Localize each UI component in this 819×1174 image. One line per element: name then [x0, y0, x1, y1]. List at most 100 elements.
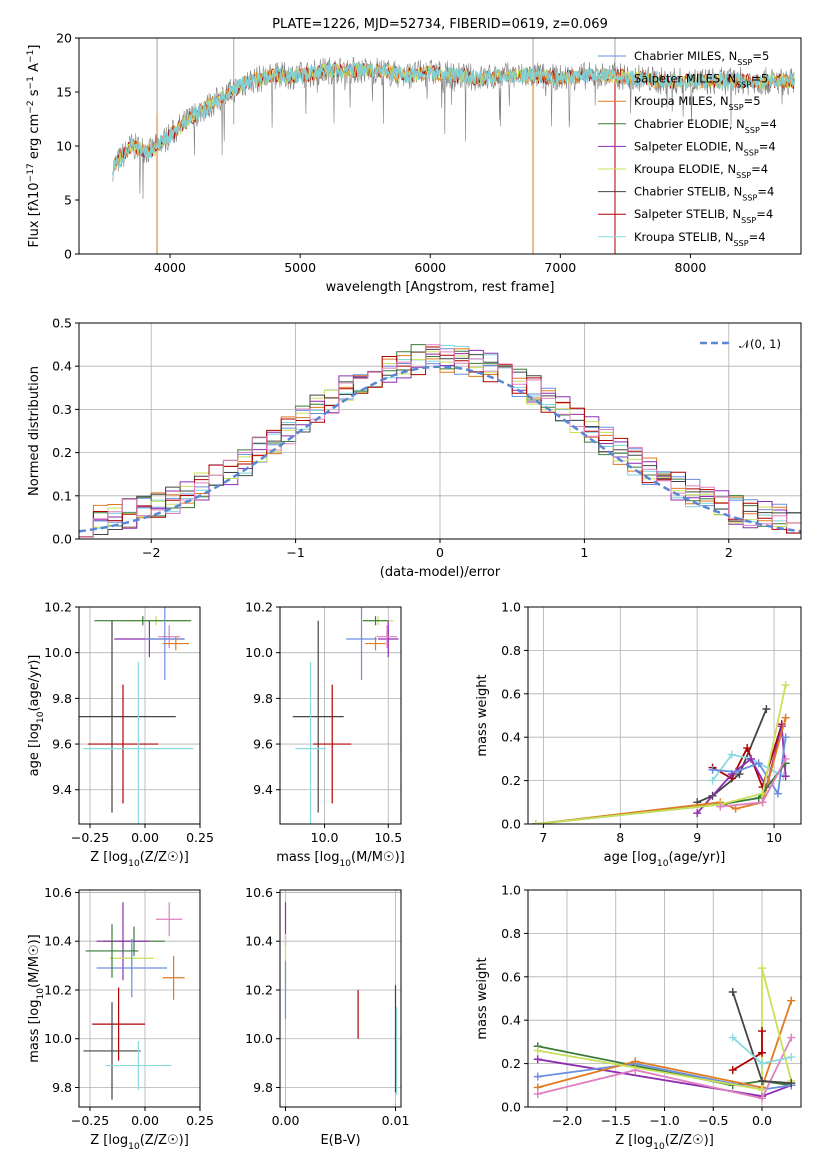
x-tick-label: −0.25 [71, 1113, 109, 1128]
plot-area [79, 344, 801, 539]
series-marker [731, 804, 740, 813]
series-marker [716, 802, 725, 811]
y-tick-label: 0.4 [52, 359, 72, 374]
x-tick-label: 0.25 [186, 830, 214, 845]
series-marker [762, 704, 771, 713]
x-axis-label: wavelength [Angstrom, rest frame] [326, 280, 555, 295]
series-chabrier_stelib [728, 987, 796, 1088]
x-tick-label: 8 [616, 830, 624, 845]
series-marker [531, 820, 540, 824]
series-line [537, 1062, 792, 1091]
x-tick-label: 0.00 [131, 830, 159, 845]
series-marker [731, 767, 740, 776]
y-tick-label: 10.0 [44, 645, 72, 660]
y-tick-label: 0 [64, 247, 72, 262]
series-marker [758, 789, 767, 798]
y-tick-label: 10.0 [245, 645, 273, 660]
data-point [292, 620, 344, 813]
legend-label: 𝒩(0, 1) [739, 337, 781, 351]
series-marker [781, 681, 790, 690]
series-marker [758, 964, 766, 973]
legend-normal: 𝒩(0, 1) [700, 337, 781, 351]
series-marker [781, 733, 790, 742]
x-tick-label: 5000 [284, 260, 316, 275]
series-marker [728, 1066, 737, 1075]
legend-label: Kroupa MILES, NSSP=5 [634, 94, 761, 112]
x-tick-label: 2 [725, 545, 733, 560]
series-marker [708, 765, 717, 774]
series-chabrier_miles [708, 733, 790, 798]
series-marker [631, 1057, 640, 1066]
x-tick-label: −2 [142, 545, 160, 560]
x-tick-label: 0.01 [382, 1113, 410, 1128]
y-axis-label: mass [log10(M/M☉)] [27, 934, 46, 1062]
series-marker [758, 1048, 766, 1057]
y-axis-label: Normed distribution [27, 366, 42, 496]
y-tick-label: 10.4 [44, 934, 72, 949]
panel-mass_vs_ebv: 0.00 0.01 9.8 10.0 10.2 10.4 10.6 E(B-V) [245, 885, 409, 1148]
axes-frame [279, 889, 402, 1108]
y-tick-label: 10.0 [245, 1031, 273, 1046]
x-axis-label: (data-model)/error [380, 565, 501, 580]
data-point [83, 1002, 141, 1100]
plot-area [83, 902, 185, 1100]
series-marker [727, 750, 736, 759]
legend-label: Chabrier STELIB, NSSP=4 [634, 185, 774, 203]
series-line [535, 684, 787, 824]
series-marker [758, 1059, 766, 1068]
x-axis-label: Z [log10(Z/Z☉)] [90, 1133, 189, 1152]
y-tick-label: 0.4 [501, 1013, 521, 1028]
plot-area [284, 902, 398, 1095]
x-axis-label: Z [log10(Z/Z☉)] [615, 1133, 714, 1152]
series-marker [693, 809, 702, 818]
series-marker [773, 789, 782, 798]
x-tick-label: 7 [539, 830, 547, 845]
y-tick-label: 0.2 [501, 1056, 521, 1071]
series-marker [533, 1089, 542, 1098]
series-marker [787, 1033, 796, 1042]
plot-area [292, 607, 399, 824]
y-tick-label: 0.3 [52, 402, 72, 417]
y-tick-label: 9.8 [52, 691, 72, 706]
data-point [158, 625, 181, 649]
data-point [162, 955, 185, 1000]
y-tick-label: 9.6 [253, 737, 273, 752]
series-marker [758, 1085, 766, 1094]
plot-area [79, 607, 194, 824]
y-tick-label: 10 [56, 139, 72, 154]
x-tick-label: 10 [766, 830, 782, 845]
series-marker [781, 772, 790, 781]
y-axis-label: mass weight [475, 674, 490, 756]
y-tick-label: 1.0 [501, 600, 521, 615]
legend-item: Kroupa MILES, NSSP=5 [598, 94, 761, 112]
data-point [145, 607, 185, 681]
legend-label: Chabrier ELODIE, NSSP=4 [634, 117, 777, 135]
y-tick-label: 15 [56, 85, 72, 100]
y-tick-label: 10.0 [44, 1031, 72, 1046]
legend-item: Salpeter ELODIE, NSSP=4 [598, 139, 776, 157]
legend-item: Salpeter STELIB, NSSP=4 [598, 207, 773, 225]
series-line [535, 717, 787, 824]
y-tick-label: 5 [64, 193, 72, 208]
series-chabrier_elodie [531, 759, 790, 824]
y-tick-label: 0.4 [501, 730, 521, 745]
y-tick-label: 0.8 [501, 926, 521, 941]
series-marker [787, 1053, 796, 1062]
data-point [105, 1041, 172, 1090]
x-tick-label: 0 [436, 545, 444, 560]
axes-frame [279, 606, 402, 825]
x-tick-label: 6000 [414, 260, 446, 275]
y-tick-label: 9.8 [253, 691, 273, 706]
data-point [362, 616, 389, 626]
series-line [696, 726, 787, 814]
y-tick-label: 10.6 [245, 885, 273, 900]
panel-residuals: −2 −1 0 1 2 0.0 0.1 0.2 0.3 0.4 0.5 (data-model)/er… [27, 316, 802, 580]
x-tick-label: 0.25 [186, 1113, 214, 1128]
legend-label: Salpeter STELIB, NSSP=4 [634, 207, 773, 225]
series-marker [728, 987, 737, 996]
x-axis-label: Z [log10(Z/Z☉)] [90, 850, 189, 869]
legend-item: Chabrier STELIB, NSSP=4 [598, 185, 774, 203]
x-tick-label: −2.0 [552, 1113, 582, 1128]
series-line [696, 708, 768, 804]
y-tick-label: 10.2 [245, 982, 273, 997]
